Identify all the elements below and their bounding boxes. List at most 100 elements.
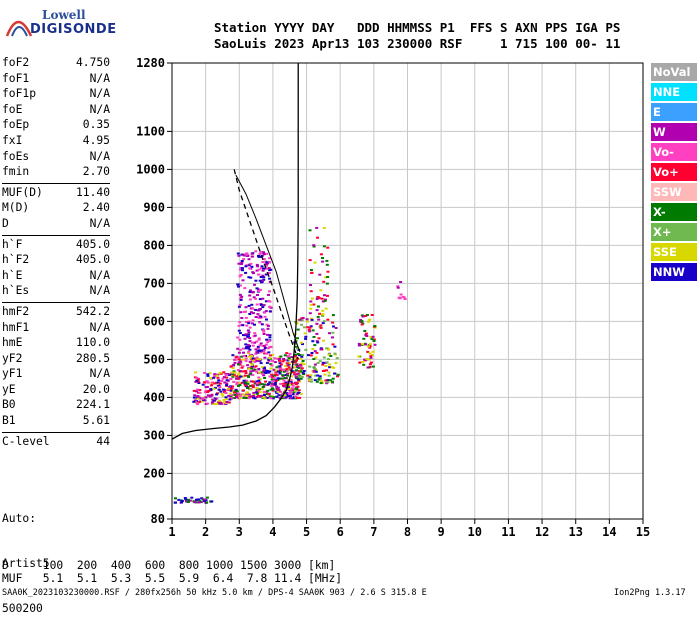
param-separator xyxy=(2,431,110,433)
echo-point xyxy=(225,379,229,382)
echo-point xyxy=(250,395,254,398)
echo-point xyxy=(288,383,291,386)
echo-point xyxy=(268,357,272,360)
echo-point xyxy=(197,498,201,501)
echo-point xyxy=(256,309,260,312)
legend-item-sse: SSE xyxy=(651,243,697,261)
echo-point xyxy=(251,373,255,376)
echo-point xyxy=(297,370,301,373)
echo-point xyxy=(254,308,258,311)
x-tick-label: 13 xyxy=(568,525,582,539)
echo-point xyxy=(250,363,254,366)
echo-point xyxy=(287,388,291,390)
echo-point xyxy=(266,347,270,350)
echo-point xyxy=(254,365,258,368)
echo-point xyxy=(304,348,308,351)
param-row: h`F 405.0 xyxy=(2,238,110,254)
echo-point xyxy=(253,397,257,400)
echo-point xyxy=(235,375,239,378)
echo-point xyxy=(237,351,241,354)
echo-point xyxy=(242,379,246,382)
echo-point xyxy=(318,312,321,315)
echo-point xyxy=(237,373,241,376)
echo-point xyxy=(222,371,226,374)
echo-point xyxy=(319,347,323,350)
echo-point xyxy=(361,361,364,363)
echo-point xyxy=(237,396,240,399)
echo-point xyxy=(263,397,267,400)
echo-point xyxy=(260,267,263,270)
echo-point xyxy=(321,313,325,316)
x-tick-label: 14 xyxy=(602,525,616,539)
echo-point xyxy=(270,378,274,381)
echo-point xyxy=(309,290,313,293)
echo-point xyxy=(266,327,270,330)
echo-point xyxy=(273,379,277,382)
echo-point xyxy=(324,276,328,279)
param-value: 0.35 xyxy=(82,118,110,132)
y-tick-label: 500 xyxy=(143,352,165,366)
echo-point xyxy=(249,262,253,265)
param-name: B1 xyxy=(2,414,16,428)
echo-point xyxy=(273,361,277,364)
echo-point xyxy=(282,382,286,385)
y-tick-label: 900 xyxy=(143,200,165,214)
echo-point xyxy=(203,391,207,394)
echo-point xyxy=(322,339,326,342)
param-row: hmF2 542.2 xyxy=(2,305,110,321)
param-value: N/A xyxy=(89,367,110,381)
param-value: N/A xyxy=(89,87,110,101)
echo-point xyxy=(334,362,338,364)
echo-point xyxy=(219,390,223,393)
echo-point xyxy=(315,351,319,354)
echo-point xyxy=(280,377,284,380)
echo-point xyxy=(296,396,299,399)
echo-point xyxy=(195,501,199,504)
echo-point xyxy=(278,372,282,375)
echo-point xyxy=(271,382,274,385)
echo-point xyxy=(257,349,261,352)
echo-point xyxy=(192,389,196,392)
param-value: 2.70 xyxy=(82,165,110,179)
echo-point xyxy=(253,332,257,335)
echo-point xyxy=(369,355,373,358)
echo-point xyxy=(227,394,231,397)
echo-point xyxy=(265,323,269,326)
echo-point xyxy=(249,289,252,292)
echo-point xyxy=(271,376,274,379)
echo-point xyxy=(283,385,286,388)
echo-point xyxy=(294,375,298,378)
echo-point xyxy=(263,345,267,347)
echo-point xyxy=(247,276,251,279)
echo-point xyxy=(271,354,274,356)
param-name: foEs xyxy=(2,149,30,163)
param-value: N/A xyxy=(89,268,110,282)
echo-point xyxy=(201,498,205,501)
echo-point xyxy=(212,376,216,379)
echo-point xyxy=(259,276,263,278)
echo-point xyxy=(275,373,279,376)
echo-point xyxy=(282,379,286,382)
echo-point xyxy=(196,403,200,406)
echo-point xyxy=(267,339,271,342)
echo-point xyxy=(274,380,278,383)
echo-point xyxy=(257,273,261,276)
echo-point xyxy=(205,386,209,388)
echo-point xyxy=(282,359,286,362)
echo-point xyxy=(235,392,239,395)
echo-point xyxy=(228,392,232,395)
echo-point xyxy=(266,370,270,373)
echo-point xyxy=(286,364,290,367)
echo-point xyxy=(319,348,323,351)
echo-point xyxy=(286,372,289,375)
echo-point xyxy=(225,376,229,379)
echo-point xyxy=(241,269,244,272)
echo-point xyxy=(174,497,177,500)
param-row: C-level 44 xyxy=(2,435,110,451)
echo-point xyxy=(294,387,298,390)
echo-point xyxy=(316,315,320,318)
echo-point xyxy=(259,394,263,397)
echo-point xyxy=(299,370,303,373)
echo-point xyxy=(287,362,291,364)
echo-point xyxy=(262,329,266,332)
